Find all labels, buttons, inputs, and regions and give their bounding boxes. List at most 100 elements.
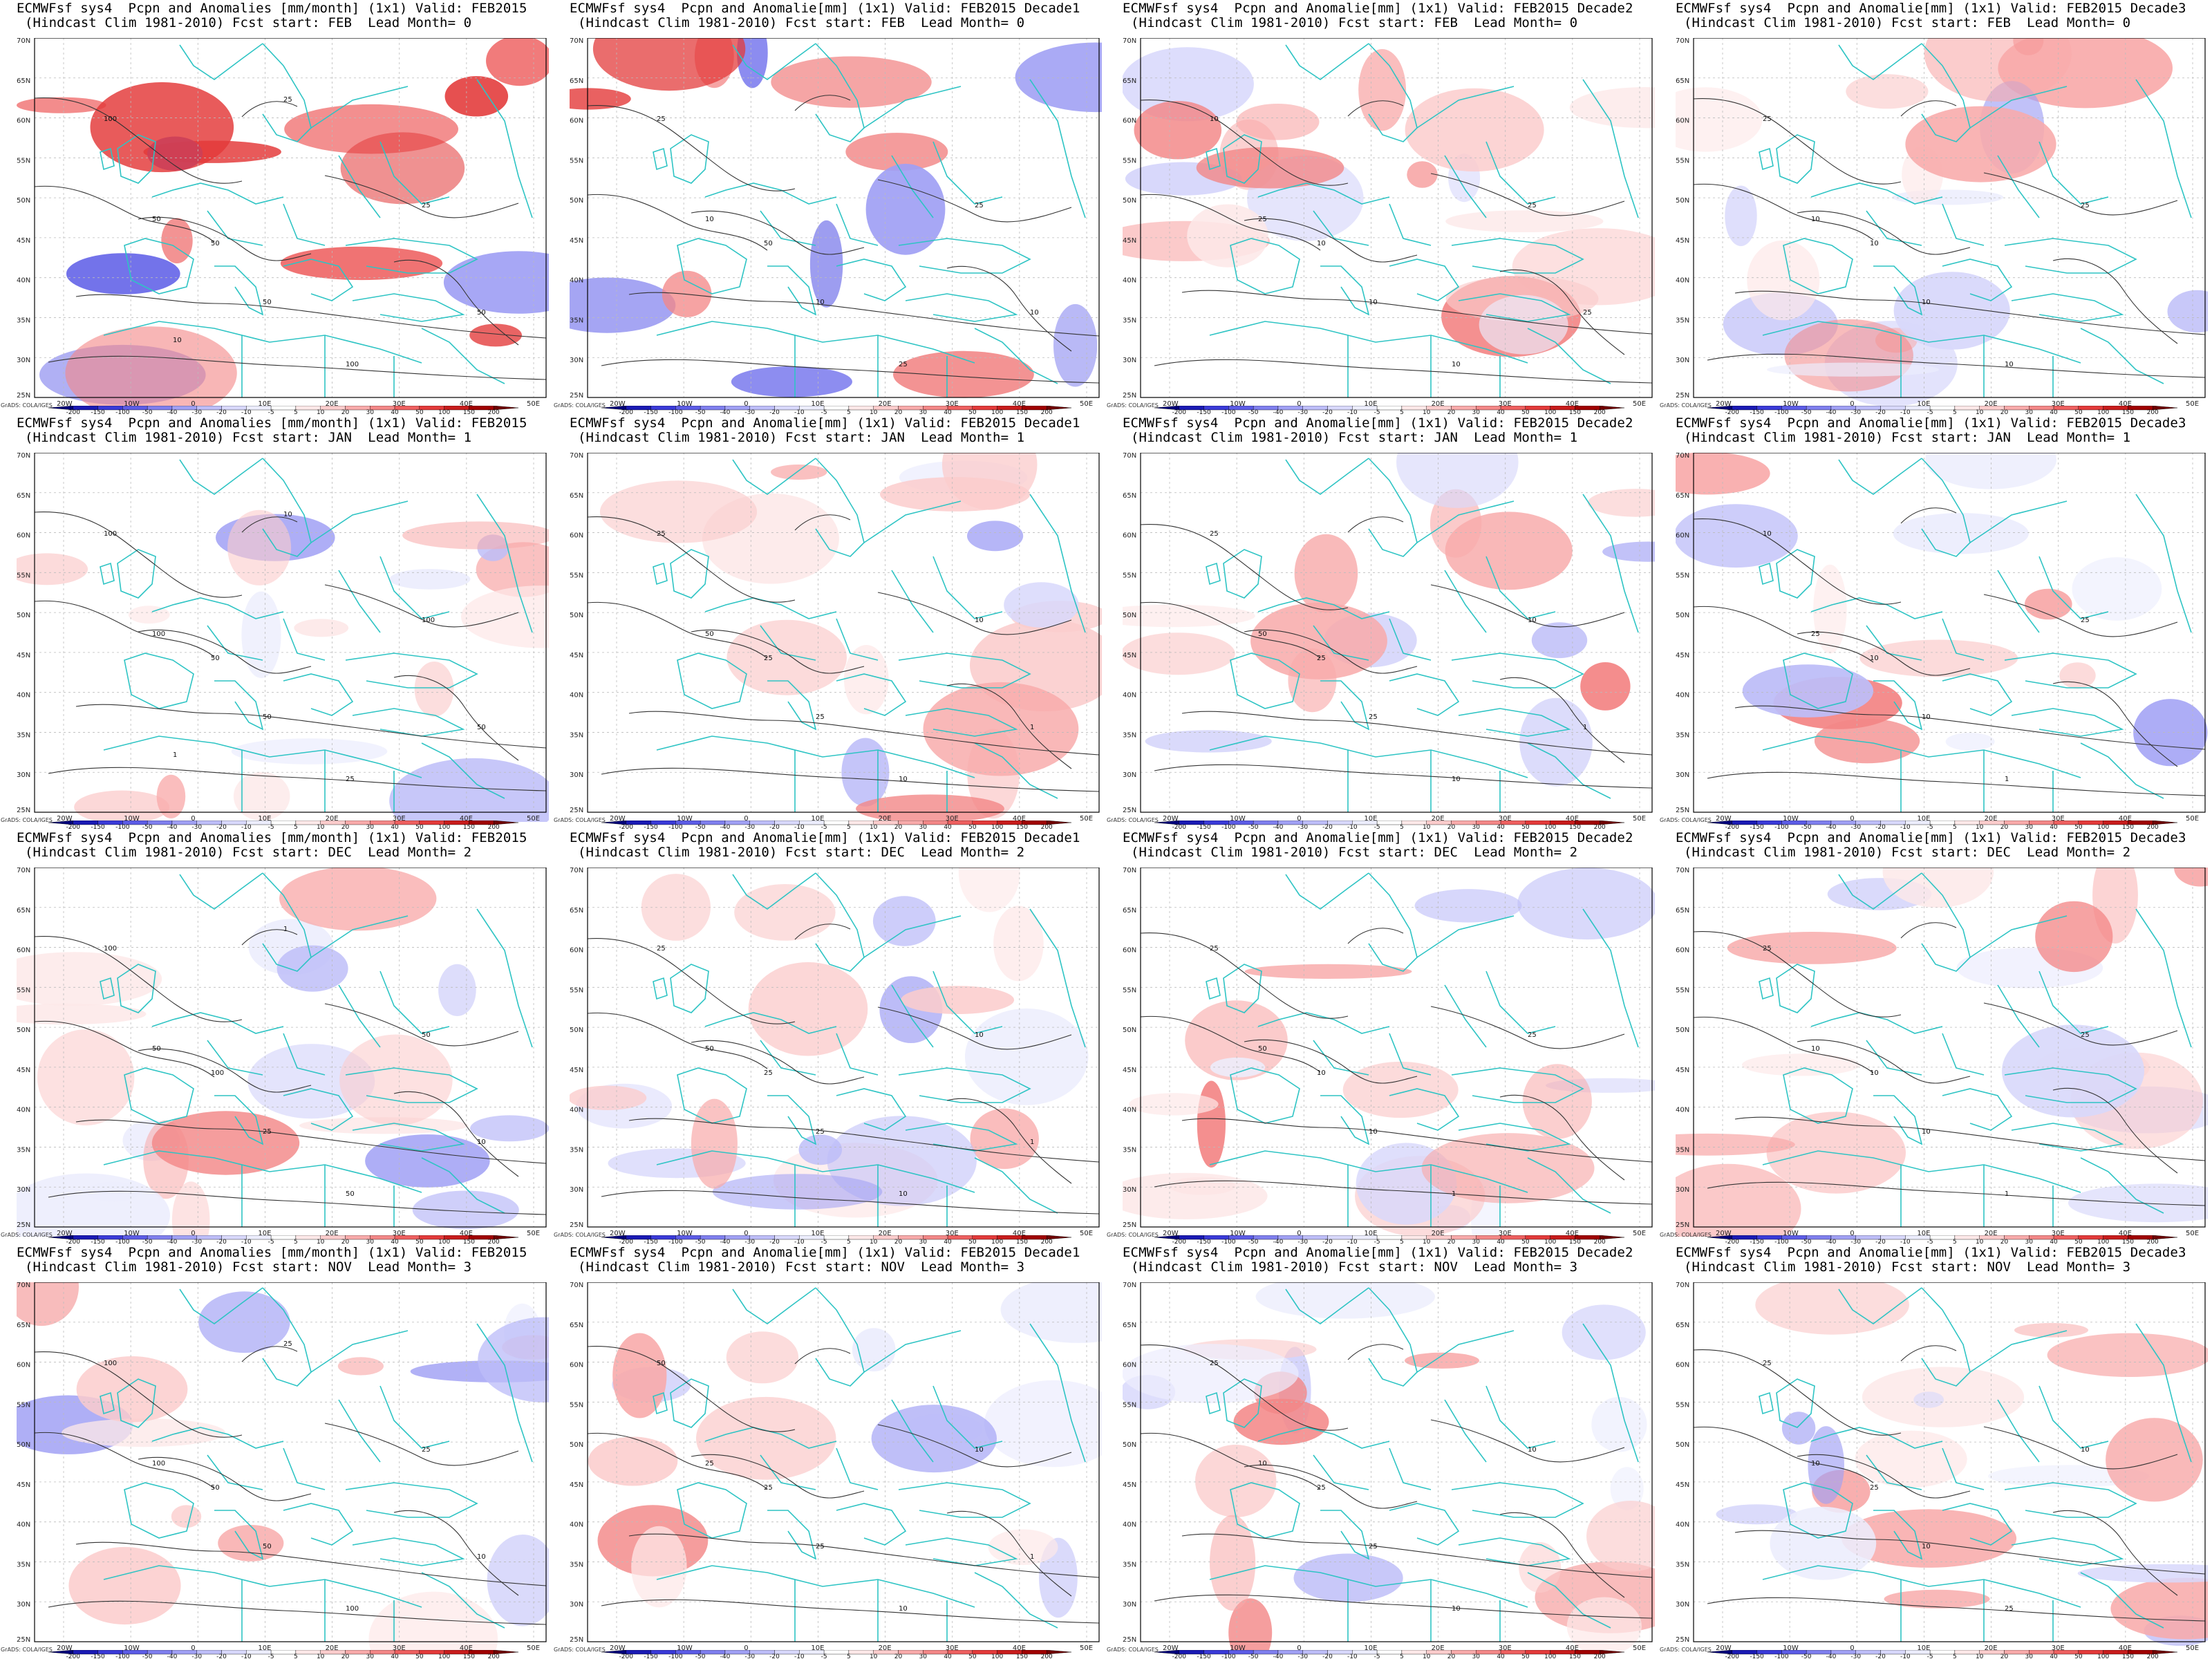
lat-tick-label: 35N [570,1146,583,1154]
coastline [1223,1378,1262,1428]
coastline [767,1095,817,1145]
colorbar-label: -200 [619,824,634,829]
colorbar-label: -5 [1927,1239,1933,1244]
contour-line [138,1456,312,1501]
colorbar-label: -20 [1322,409,1333,414]
contour-label: 10 [1922,1543,1931,1550]
colorbar-label: -5 [821,409,827,414]
colorbar-label: -20 [216,409,227,414]
colorbar-label: 100 [438,824,450,829]
climatology-contours: 100 50 50 25 50 100 50 25 10 [34,96,547,380]
panel-title-line1: ECMWFsf sys4 Pcpn and Anomalie[mm] (1x1)… [1123,830,1633,845]
coastline [1582,908,1639,1048]
colorbar-label: -10 [794,1239,805,1244]
colorbar-label: 200 [2147,1239,2159,1244]
anomaly-blob [151,1111,300,1175]
lon-tick-label: 10W [124,815,140,822]
colorbar: -200 -150 -100 -50 -40 -30 -20 -10 -5 5 10 20 30 40 50… [1154,1235,1625,1244]
lat-tick-label: 65N [17,492,30,500]
colorbar-label: -40 [1826,409,1837,414]
coastline [653,147,668,171]
colorbar-label: -40 [720,1653,731,1658]
colorbar-label: -5 [268,824,274,829]
coastlines [100,43,533,397]
colorbar-label: 10 [317,409,325,414]
colorbar-label: 150 [1569,1653,1581,1658]
climatology-contours: 25 50 10 25 10 1 [1140,928,1653,1205]
panel-title-line1: ECMWFsf sys4 Pcpn and Anomalie[mm] (1x1)… [1123,415,1633,431]
map-background [1694,453,2205,812]
anomaly-blob [76,1356,188,1423]
lat-tick-label: 25N [570,807,583,814]
lat-tick-label: 30N [1676,1186,1689,1194]
colorbar-label: 30 [1472,1239,1481,1244]
contour-line [1797,210,1971,255]
colorbar-swatch [823,821,850,825]
panel-title: ECMWFsf sys4 Pcpn and Anomalie[mm] (1x1)… [570,831,1095,860]
contour-label: 100 [152,1460,165,1468]
panel-title-line1: ECMWFsf sys4 Pcpn and Anomalies [mm/mont… [17,1245,527,1260]
coastline [974,742,1058,799]
anomaly-blob [17,1282,79,1327]
lon-tick-label: 10E [811,1644,824,1651]
anomaly-blob [227,509,292,585]
coastline [974,328,1058,384]
lon-tick-label: 30E [2052,1230,2065,1237]
contour-line [691,210,865,255]
colorbar-label: -30 [1297,824,1308,829]
lon-tick-label: 20E [1432,815,1445,822]
coastline [2135,79,2192,218]
lat-tick-label: 40N [570,692,583,700]
lat-tick-label: 45N [17,1481,30,1489]
anomaly-shading [1123,453,1655,787]
lat-tick-label: 65N [17,907,30,915]
colorbar-label: 200 [488,1653,500,1658]
lon-tick-label: 20W [1716,815,1732,822]
lon-tick-label: 50E [1080,1644,1093,1651]
lat-tick-label: 50N [570,197,583,205]
lat-tick-label: 55N [17,572,30,579]
graticule [1694,38,2205,398]
colorbar-swatch [823,1235,850,1240]
coastline [1451,1482,1584,1518]
lat-tick-label: 45N [1123,237,1136,245]
contour-label: 25 [764,1069,773,1077]
anomaly-blob [2133,699,2208,767]
anomaly-blob [727,619,847,695]
contour-line [1693,931,1902,1018]
anomaly-blob [1293,1553,1403,1602]
lat-tick-label: 60N [1123,118,1136,125]
map-axes: 70N 65N 60N 55N 50N 45N 40N 35N 30N 25N 20W 10W 0 10E… [1676,868,2199,1237]
colorbar-label: 40 [1497,1653,1505,1658]
map-panel: ECMWFsf sys4 Pcpn and Anomalie[mm] (1x1)… [1659,830,2212,1244]
coastline [207,1040,263,1076]
lat-tick-label: 30N [1676,771,1689,779]
contour-line [1181,290,1653,335]
lon-tick-label: 10W [1230,815,1246,822]
coastline [1942,1503,2013,1546]
colorbar-label: 200 [2147,409,2159,414]
coastline [677,238,747,294]
anomaly-blob [2110,1577,2208,1640]
contour-line [138,629,312,674]
colorbar-swatch [1047,821,1072,825]
anomaly-blob [1742,664,1874,718]
contour-line [1154,1180,1653,1205]
anomaly-blob [1905,106,2056,182]
colorbar-label: -10 [794,409,805,414]
colorbar-label: 40 [391,1653,399,1658]
colorbar-label: -20 [216,1653,227,1658]
lon-tick-label: 20W [57,1230,73,1237]
colorbar-label: 100 [1544,1653,1556,1658]
anomaly-blob [1342,1061,1459,1118]
coastlines [653,872,1086,1227]
colorbar-swatch [1600,1650,1625,1655]
contour-line [1499,677,1625,763]
lon-tick-label: 30E [946,1230,959,1237]
map-panel: ECMWFsf sys4 Pcpn and Anomalie[mm] (1x1)… [1106,0,1659,415]
lat-tick-label: 50N [17,612,30,619]
lon-tick-label: 30E [946,815,959,822]
lon-tick-label: 0 [744,815,748,822]
coastline [1759,147,1774,171]
